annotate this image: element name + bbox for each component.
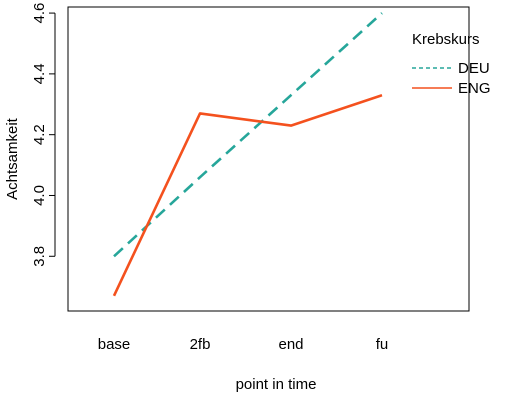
plot-frame [67,6,470,312]
y-axis: 3.8 4.0 4.2 4.4 4.6 [31,3,56,267]
legend-title: Krebskurs [412,31,480,48]
x-tick-label: fu [376,336,389,353]
x-tick-label: end [278,336,303,353]
y-axis-label: Achtsamkeit [4,117,21,200]
x-axis: base 2fb end fu [98,336,389,353]
series-layer [112,12,383,297]
x-axis-label: point in time [236,376,317,393]
legend-label-deu: DEU [458,60,490,77]
y-tick-label: 4.2 [31,124,48,145]
series-line-eng [112,93,383,297]
y-tick-label: 4.6 [31,3,48,24]
legend-label-eng: ENG [458,80,491,97]
x-tick-label: base [98,336,131,353]
y-tick-label: 4.0 [31,185,48,206]
series-line-deu [113,12,383,258]
y-tick-label: 3.8 [31,246,48,267]
x-tick-label: 2fb [190,336,211,353]
legend: Krebskurs DEU ENG [412,31,491,97]
y-tick-label: 4.4 [31,63,48,84]
